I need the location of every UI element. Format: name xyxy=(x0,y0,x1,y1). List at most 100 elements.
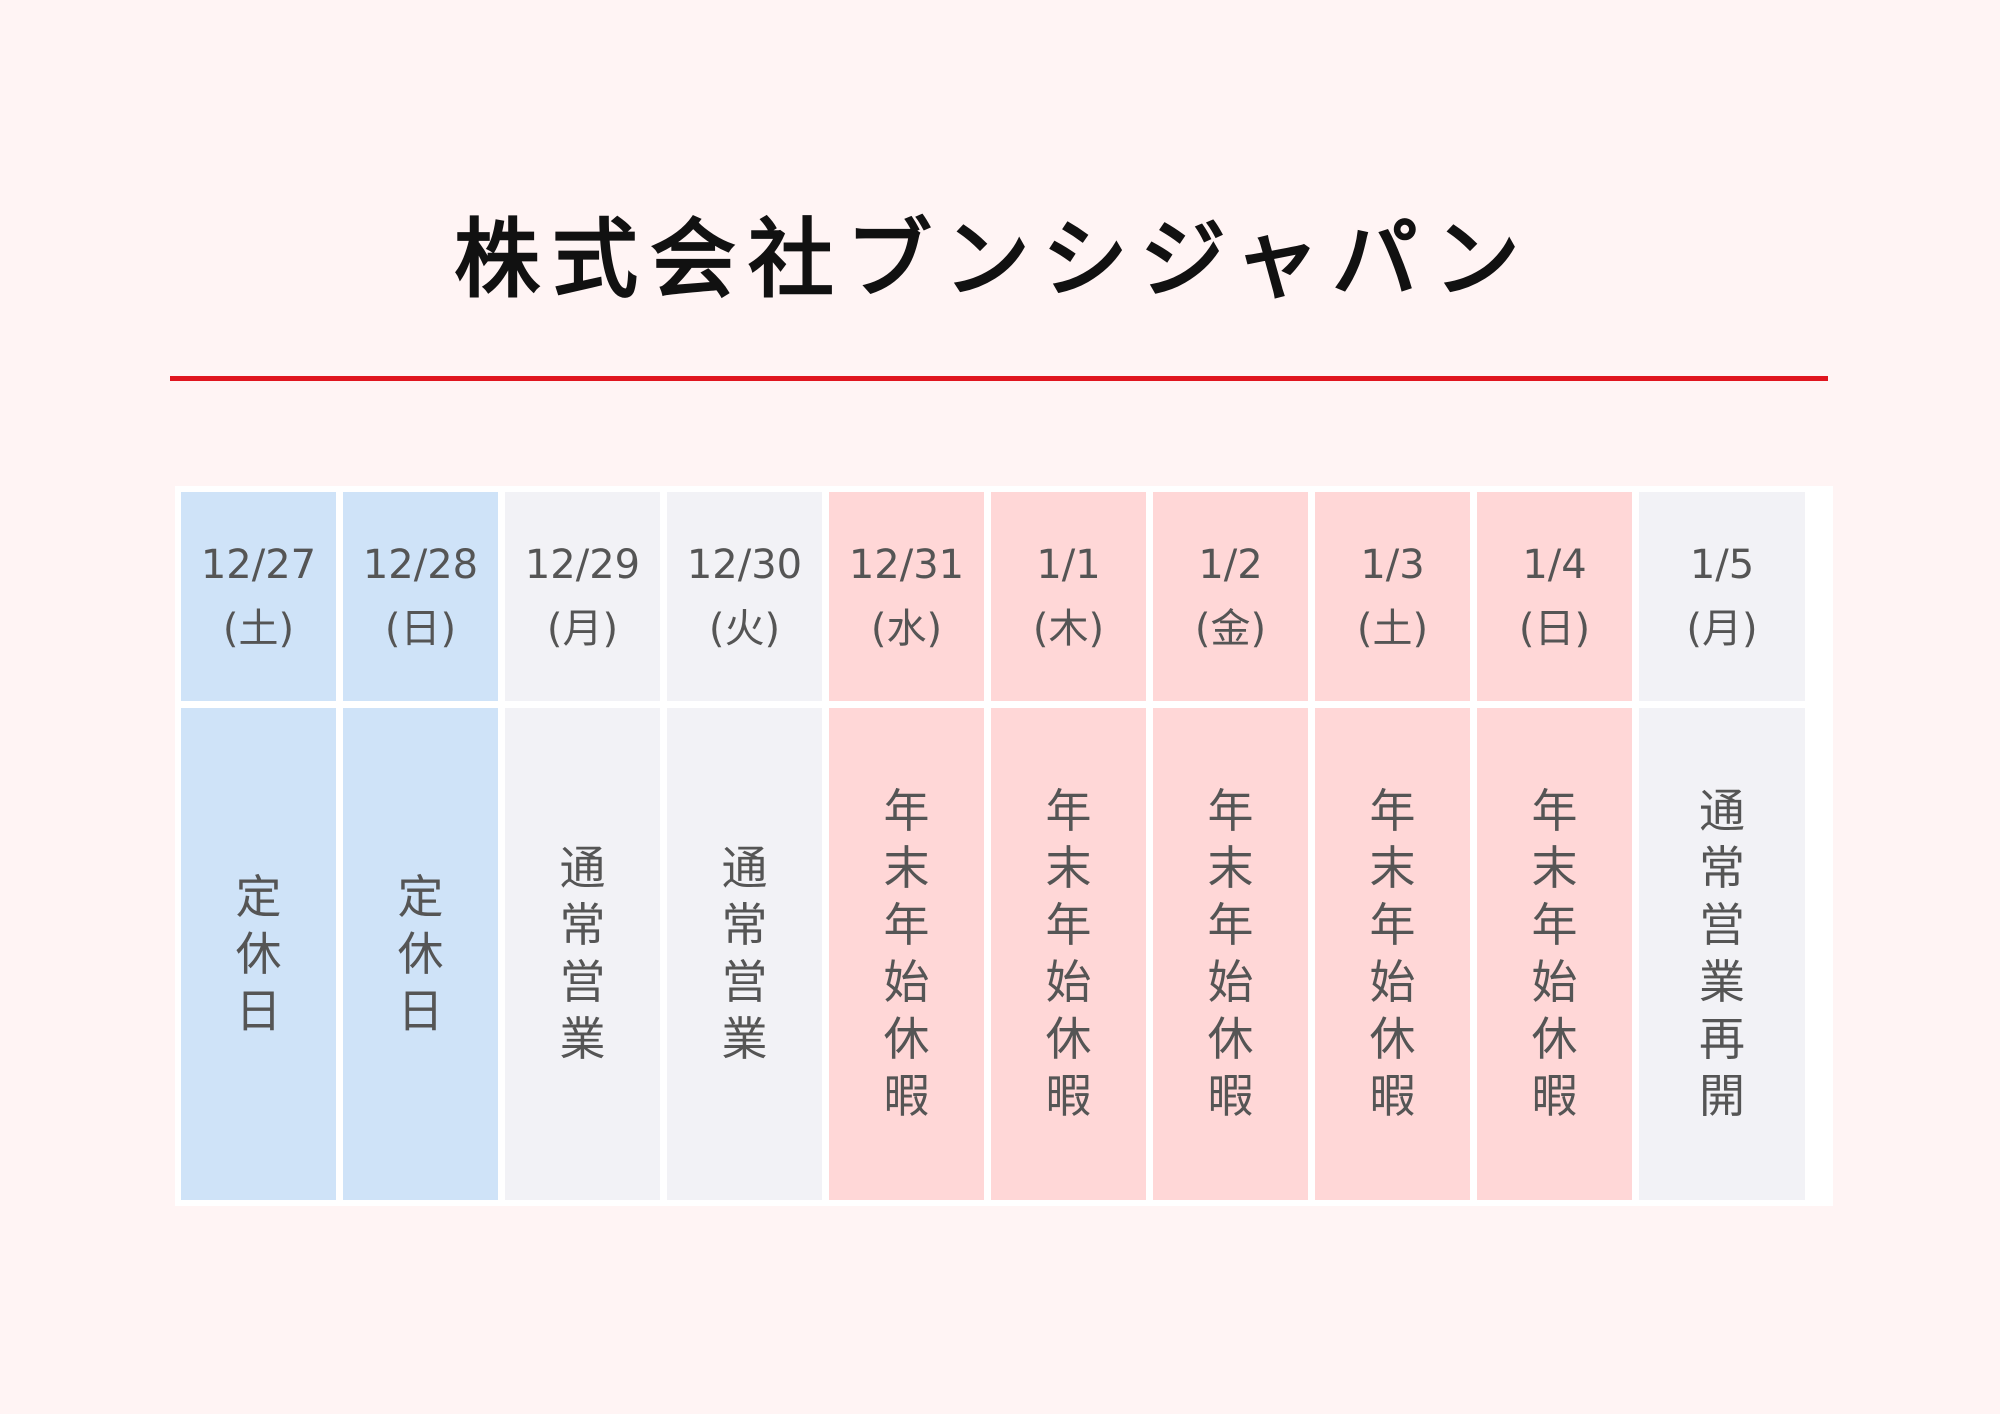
weekday-label: (月) xyxy=(546,605,619,652)
weekday-label: (金) xyxy=(1194,605,1267,652)
status-char: 年 xyxy=(1369,898,1416,952)
status-char: 年 xyxy=(1207,898,1254,952)
holiday-schedule-table: 12/27 (土) 定休日 12/28 (日) 定休日 12/29 (月) 通常… xyxy=(175,486,1833,1206)
status-char: 始 xyxy=(1531,955,1578,1009)
status-char: 休 xyxy=(1045,1012,1092,1066)
weekday-label: (日) xyxy=(384,605,457,652)
date-label: 12/27 xyxy=(200,541,317,588)
weekday-label: (日) xyxy=(1518,605,1591,652)
weekday-label: (土) xyxy=(1356,605,1429,652)
weekday-label: (水) xyxy=(870,605,943,652)
status-char: 年 xyxy=(1045,784,1092,838)
status-char: 末 xyxy=(1531,841,1578,895)
date-label: 1/3 xyxy=(1360,541,1425,588)
title-divider xyxy=(170,376,1828,381)
status-char: 始 xyxy=(1045,955,1092,1009)
day-header-cell: 1/4 (日) xyxy=(1477,492,1632,701)
day-status-cell: 通常営業再開 xyxy=(1639,708,1805,1200)
date-label: 12/31 xyxy=(848,541,965,588)
day-header-cell: 12/31 (水) xyxy=(829,492,984,701)
status-char: 営 xyxy=(721,955,768,1009)
day-status-cell: 通常営業 xyxy=(505,708,660,1200)
status-char: 常 xyxy=(721,898,768,952)
day-header-cell: 1/2 (金) xyxy=(1153,492,1308,701)
day-status-cell: 年末年始休暇 xyxy=(991,708,1146,1200)
day-header-cell: 1/5 (月) xyxy=(1639,492,1805,701)
status-char: 休 xyxy=(235,926,282,981)
status-char: 業 xyxy=(1699,955,1745,1009)
status-char: 始 xyxy=(883,955,930,1009)
status-char: 日 xyxy=(397,983,444,1038)
status-char: 年 xyxy=(1207,784,1254,838)
status-char: 常 xyxy=(1699,841,1745,895)
status-char: 末 xyxy=(1045,841,1092,895)
status-char: 末 xyxy=(883,841,930,895)
day-column-1: 12/28 (日) 定休日 xyxy=(343,492,498,1200)
day-status-cell: 通常営業 xyxy=(667,708,822,1200)
status-char: 年 xyxy=(1531,898,1578,952)
date-label: 1/1 xyxy=(1036,541,1101,588)
date-label: 12/29 xyxy=(524,541,641,588)
day-status-cell: 定休日 xyxy=(181,708,336,1200)
status-char: 業 xyxy=(721,1012,768,1066)
date-label: 1/2 xyxy=(1198,541,1263,588)
status-char: 始 xyxy=(1369,955,1416,1009)
status-char: 休 xyxy=(1207,1012,1254,1066)
status-char: 業 xyxy=(559,1012,606,1066)
day-header-cell: 12/29 (月) xyxy=(505,492,660,701)
day-column-0: 12/27 (土) 定休日 xyxy=(181,492,336,1200)
day-column-5: 1/1 (木) 年末年始休暇 xyxy=(991,492,1146,1200)
day-header-cell: 1/1 (木) xyxy=(991,492,1146,701)
status-char: 年 xyxy=(1531,784,1578,838)
status-char: 暇 xyxy=(883,1069,930,1123)
day-header-cell: 12/27 (土) xyxy=(181,492,336,701)
weekday-label: (月) xyxy=(1686,605,1758,652)
status-char: 暇 xyxy=(1045,1069,1092,1123)
day-header-cell: 1/3 (土) xyxy=(1315,492,1470,701)
day-status-cell: 年末年始休暇 xyxy=(1315,708,1470,1200)
day-status-cell: 年末年始休暇 xyxy=(1153,708,1308,1200)
status-char: 休 xyxy=(1531,1012,1578,1066)
status-char: 通 xyxy=(1699,784,1745,838)
day-status-cell: 定休日 xyxy=(343,708,498,1200)
status-char: 通 xyxy=(559,841,606,895)
status-char: 営 xyxy=(559,955,606,1009)
status-char: 定 xyxy=(235,869,282,924)
day-column-7: 1/3 (土) 年末年始休暇 xyxy=(1315,492,1470,1200)
status-char: 末 xyxy=(1369,841,1416,895)
status-char: 通 xyxy=(721,841,768,895)
day-column-4: 12/31 (水) 年末年始休暇 xyxy=(829,492,984,1200)
status-char: 年 xyxy=(1045,898,1092,952)
status-char: 営 xyxy=(1699,898,1745,952)
weekday-label: (火) xyxy=(708,605,781,652)
status-char: 休 xyxy=(883,1012,930,1066)
status-char: 休 xyxy=(397,926,444,981)
status-char: 開 xyxy=(1699,1069,1745,1123)
status-char: 年 xyxy=(883,784,930,838)
date-label: 12/30 xyxy=(686,541,803,588)
day-status-cell: 年末年始休暇 xyxy=(829,708,984,1200)
day-header-cell: 12/28 (日) xyxy=(343,492,498,701)
weekday-label: (土) xyxy=(222,605,295,652)
status-char: 末 xyxy=(1207,841,1254,895)
status-char: 休 xyxy=(1369,1012,1416,1066)
day-status-cell: 年末年始休暇 xyxy=(1477,708,1632,1200)
date-label: 1/4 xyxy=(1522,541,1587,588)
day-header-cell: 12/30 (火) xyxy=(667,492,822,701)
weekday-label: (木) xyxy=(1032,605,1105,652)
day-column-8: 1/4 (日) 年末年始休暇 xyxy=(1477,492,1632,1200)
day-column-2: 12/29 (月) 通常営業 xyxy=(505,492,660,1200)
company-title: 株式会社ブンシジャパン xyxy=(454,210,1532,310)
status-char: 暇 xyxy=(1369,1069,1416,1123)
status-char: 始 xyxy=(1207,955,1254,1009)
status-char: 暇 xyxy=(1531,1069,1578,1123)
status-char: 常 xyxy=(559,898,606,952)
date-label: 12/28 xyxy=(362,541,479,588)
day-column-9: 1/5 (月) 通常営業再開 xyxy=(1639,492,1805,1200)
status-char: 年 xyxy=(883,898,930,952)
status-char: 再 xyxy=(1699,1012,1745,1066)
day-column-6: 1/2 (金) 年末年始休暇 xyxy=(1153,492,1308,1200)
status-char: 年 xyxy=(1369,784,1416,838)
status-char: 日 xyxy=(235,983,282,1038)
